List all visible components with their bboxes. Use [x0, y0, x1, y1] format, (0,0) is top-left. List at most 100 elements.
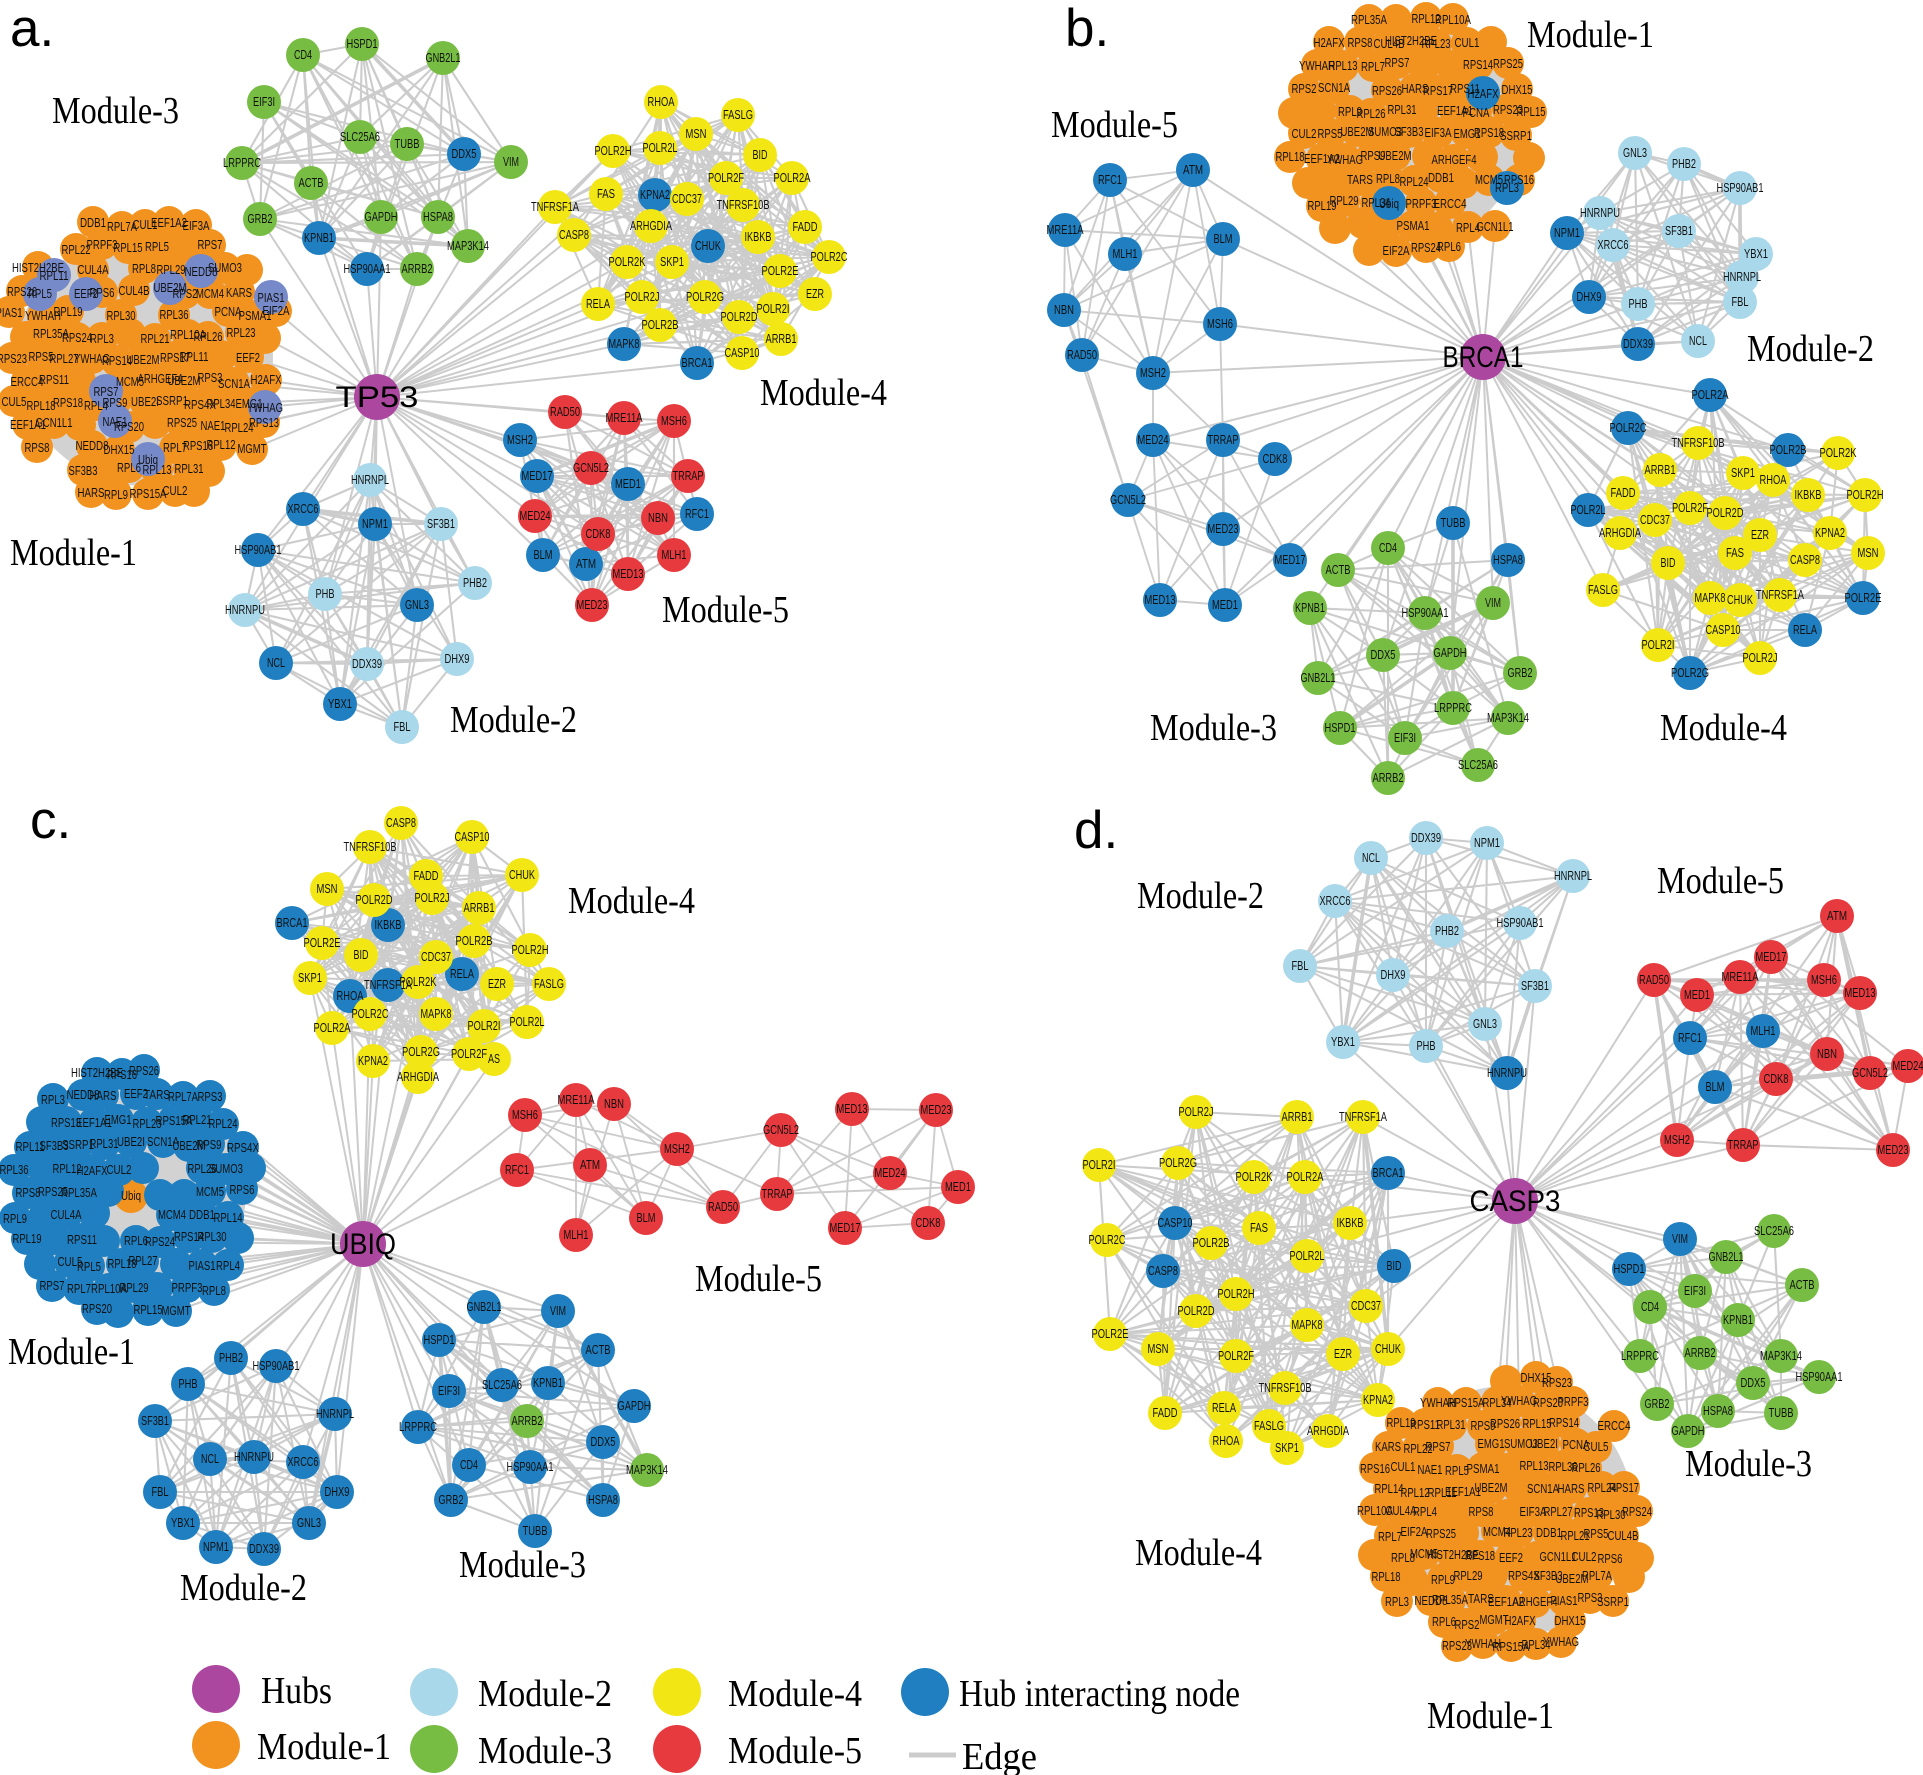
svg-text:RPL10A: RPL10A	[91, 1281, 127, 1296]
svg-text:CASP3: CASP3	[1470, 1185, 1561, 1218]
svg-text:SLC25A6: SLC25A6	[1458, 758, 1498, 772]
svg-text:POLR2K: POLR2K	[1820, 446, 1857, 460]
svg-text:KPNA2: KPNA2	[1815, 526, 1845, 540]
svg-text:MED17: MED17	[1275, 553, 1306, 567]
svg-text:RPS8: RPS8	[25, 440, 50, 455]
svg-text:ARRB2: ARRB2	[1685, 1346, 1716, 1360]
svg-text:MGMT: MGMT	[162, 1303, 191, 1318]
svg-text:RPL12: RPL12	[53, 1161, 82, 1176]
svg-text:POLR2J: POLR2J	[415, 891, 450, 905]
svg-text:YWHAH: YWHAH	[1465, 1636, 1501, 1651]
svg-text:GAPDH: GAPDH	[1434, 646, 1467, 660]
svg-text:RPS16: RPS16	[183, 438, 213, 453]
svg-text:DHX9: DHX9	[445, 652, 470, 666]
svg-text:MGMT: MGMT	[238, 441, 267, 456]
svg-text:UBE2I: UBE2I	[117, 1134, 145, 1149]
svg-text:ARRB1: ARRB1	[1282, 1110, 1313, 1124]
svg-text:HSP90AB1: HSP90AB1	[253, 1359, 300, 1373]
svg-text:GNB2L1: GNB2L1	[1709, 1250, 1744, 1264]
svg-text:RPS9: RPS9	[1471, 1418, 1496, 1433]
svg-text:POLR2G: POLR2G	[402, 1045, 440, 1059]
svg-text:RPL7: RPL7	[163, 440, 187, 455]
svg-text:H2AFX: H2AFX	[77, 1163, 108, 1178]
svg-text:ARRB1: ARRB1	[1645, 463, 1676, 477]
svg-text:FASLG: FASLG	[1254, 1419, 1284, 1433]
svg-text:XRCC6: XRCC6	[1598, 238, 1629, 252]
svg-text:POLR2F: POLR2F	[451, 1047, 487, 1061]
svg-text:SF3B1: SF3B1	[1665, 224, 1693, 238]
svg-text:ARRB2: ARRB2	[512, 1414, 543, 1428]
svg-text:RHOA: RHOA	[1213, 1434, 1240, 1448]
svg-text:RPL7A: RPL7A	[1582, 1568, 1612, 1583]
svg-text:POLR2B: POLR2B	[1770, 443, 1807, 457]
svg-text:IKBKB: IKBKB	[745, 230, 772, 244]
svg-text:Module-4: Module-4	[568, 880, 695, 922]
svg-text:POLR2H: POLR2H	[595, 144, 632, 158]
svg-text:YBX1: YBX1	[328, 697, 352, 711]
svg-text:ACTB: ACTB	[1326, 563, 1351, 577]
svg-text:GNB2L1: GNB2L1	[467, 1300, 502, 1314]
svg-text:RPL18: RPL18	[108, 1256, 137, 1271]
svg-text:EEF1A1: EEF1A1	[1437, 103, 1473, 118]
svg-text:EEF2: EEF2	[1499, 1550, 1523, 1565]
svg-text:GCN1L1: GCN1L1	[36, 415, 73, 430]
svg-text:RPL30: RPL30	[1597, 1507, 1626, 1522]
svg-text:Module-2: Module-2	[450, 699, 577, 741]
svg-text:SKP1: SKP1	[1275, 1441, 1299, 1455]
svg-text:CUL1: CUL1	[1455, 35, 1480, 50]
svg-text:MRE11A: MRE11A	[1047, 223, 1084, 237]
svg-text:POLR2C: POLR2C	[811, 250, 848, 264]
svg-text:PHB2: PHB2	[219, 1351, 243, 1365]
svg-text:ARHGDIA: ARHGDIA	[1307, 1424, 1349, 1438]
svg-text:GNL3: GNL3	[297, 1516, 321, 1530]
svg-text:SF3B1: SF3B1	[141, 1414, 169, 1428]
svg-text:RPL22: RPL22	[62, 242, 91, 257]
svg-text:FBL: FBL	[1732, 295, 1749, 309]
svg-text:RPL24: RPL24	[225, 420, 254, 435]
svg-text:RPL34: RPL34	[1483, 1395, 1512, 1410]
svg-text:RPL4: RPL4	[216, 1258, 240, 1273]
svg-text:HSPA8: HSPA8	[588, 1493, 618, 1507]
svg-text:RPL34: RPL34	[207, 396, 236, 411]
svg-text:RPL10A: RPL10A	[1435, 12, 1471, 27]
svg-text:RPL6: RPL6	[117, 460, 141, 475]
svg-text:DDX5: DDX5	[1741, 1376, 1766, 1390]
svg-text:HARS: HARS	[90, 1088, 117, 1103]
svg-text:CDK8: CDK8	[1764, 1072, 1789, 1086]
svg-text:MED1: MED1	[1212, 598, 1238, 612]
svg-text:MCM5: MCM5	[196, 1184, 224, 1199]
svg-text:RPS4X: RPS4X	[1508, 1568, 1540, 1583]
svg-text:POLR2K: POLR2K	[1236, 1170, 1273, 1184]
svg-text:GNL3: GNL3	[1473, 1017, 1497, 1031]
svg-text:MED17: MED17	[522, 469, 553, 483]
svg-text:HNRNPU: HNRNPU	[1580, 206, 1620, 220]
svg-text:Hubs: Hubs	[261, 1670, 332, 1712]
svg-text:GCN5L2: GCN5L2	[573, 461, 609, 475]
svg-text:POLR2J: POLR2J	[625, 290, 660, 304]
svg-text:HSPA8: HSPA8	[1703, 1404, 1733, 1418]
svg-text:DDB1: DDB1	[1428, 170, 1454, 185]
svg-text:SCN1A: SCN1A	[218, 376, 250, 391]
svg-text:POLR2E: POLR2E	[1845, 591, 1882, 605]
svg-text:RPS15A: RPS15A	[1448, 1395, 1485, 1410]
svg-text:SUMO3: SUMO3	[209, 1161, 243, 1176]
svg-text:UBE2M: UBE2M	[1556, 1571, 1589, 1586]
svg-text:MRE11A: MRE11A	[558, 1093, 595, 1107]
svg-text:PHB2: PHB2	[1672, 157, 1696, 171]
svg-text:EMG1: EMG1	[1478, 1436, 1505, 1451]
svg-text:PRPF3: PRPF3	[1406, 196, 1437, 211]
svg-text:RPS7: RPS7	[1385, 55, 1410, 70]
svg-text:RPL7A: RPL7A	[107, 219, 137, 234]
svg-text:CD4: CD4	[1641, 1300, 1659, 1314]
svg-text:UBE2M: UBE2M	[1341, 124, 1374, 139]
svg-text:SUMO3: SUMO3	[1368, 124, 1402, 139]
svg-text:RPS18: RPS18	[1465, 1548, 1495, 1563]
svg-text:EZR: EZR	[1334, 1347, 1352, 1361]
svg-text:POLR2I: POLR2I	[757, 302, 790, 316]
svg-text:RPL8: RPL8	[1391, 1550, 1415, 1565]
svg-text:EIF2A: EIF2A	[263, 303, 290, 318]
svg-text:LRPPRC: LRPPRC	[1621, 1349, 1659, 1363]
svg-text:RPL11: RPL11	[1428, 1485, 1457, 1500]
svg-text:BRCA1: BRCA1	[1443, 341, 1524, 374]
svg-text:NEDD8: NEDD8	[1415, 1593, 1448, 1608]
